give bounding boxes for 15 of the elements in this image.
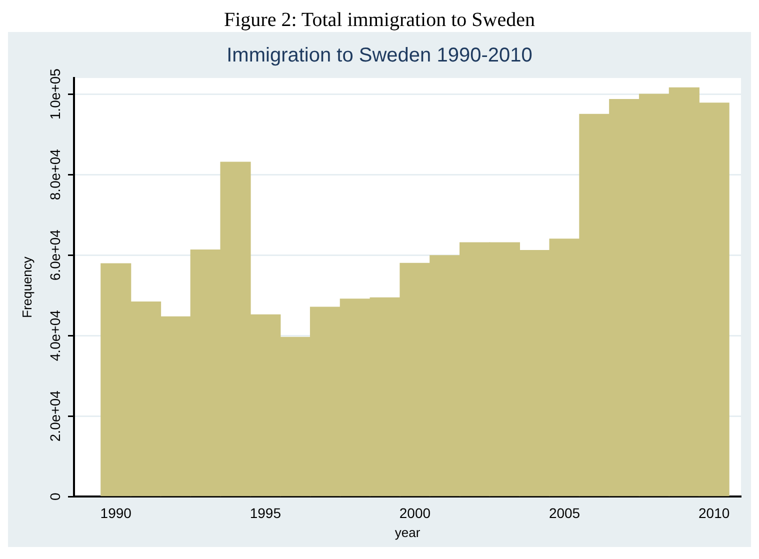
- y-tick-label: 6.0e+04: [46, 229, 63, 281]
- x-tick-label: 2005: [548, 504, 580, 521]
- x-tick-label: 2000: [399, 504, 431, 521]
- y-axis-title: Frequency: [19, 256, 34, 318]
- x-tick-label: 2010: [698, 504, 730, 521]
- x-tick-label: 1995: [250, 504, 282, 521]
- x-axis-title: year: [394, 524, 421, 540]
- chart-title: Immigration to Sweden 1990-2010: [226, 44, 532, 67]
- x-tick-label: 1990: [100, 504, 132, 521]
- y-tick-label: 4.0e+04: [46, 310, 63, 362]
- y-tick-label: 2.0e+04: [46, 390, 63, 442]
- y-tick-label: 8.0e+04: [46, 148, 63, 200]
- y-tick-label: 0: [46, 492, 63, 500]
- caption: Figure 2: Total immigration to Sweden: [223, 8, 536, 32]
- y-tick-label: 1.0e+05: [46, 68, 63, 120]
